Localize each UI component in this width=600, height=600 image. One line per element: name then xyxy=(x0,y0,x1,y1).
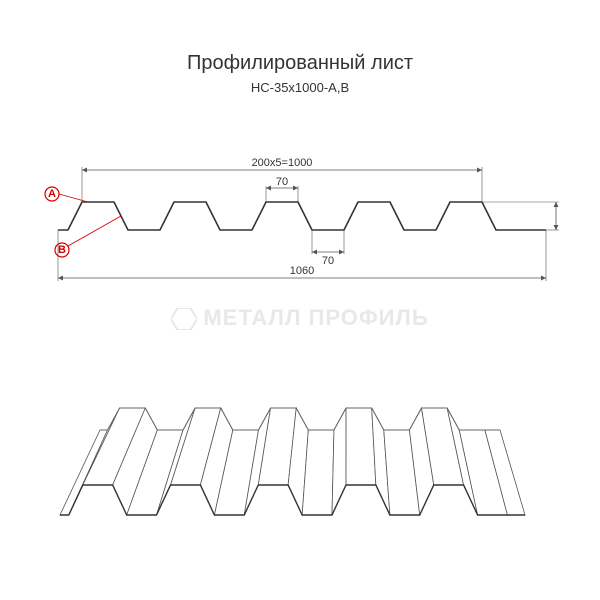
page-subtitle: НС-35х1000-А,В xyxy=(0,80,600,95)
profile-path xyxy=(58,202,546,230)
diagram-container: Профилированный лист НС-35х1000-А,В 200х… xyxy=(0,0,600,600)
svg-text:A: A xyxy=(48,188,56,200)
svg-text:B: B xyxy=(58,244,66,256)
page-title: Профилированный лист xyxy=(0,52,600,75)
dim-rib-top: 70 xyxy=(266,176,298,202)
marker-b: B xyxy=(55,216,121,257)
svg-text:70: 70 xyxy=(276,176,288,188)
svg-text:1060: 1060 xyxy=(290,265,314,277)
dim-total-width: 1060 xyxy=(58,230,546,281)
cross-section-diagram: 200х5=1000 70 70 35 xyxy=(40,140,560,320)
svg-text:70: 70 xyxy=(322,255,334,267)
svg-text:200х5=1000: 200х5=1000 xyxy=(252,157,313,169)
marker-a: A xyxy=(45,187,88,202)
dim-rib-bottom: 70 xyxy=(312,230,344,267)
perspective-view xyxy=(55,400,545,540)
